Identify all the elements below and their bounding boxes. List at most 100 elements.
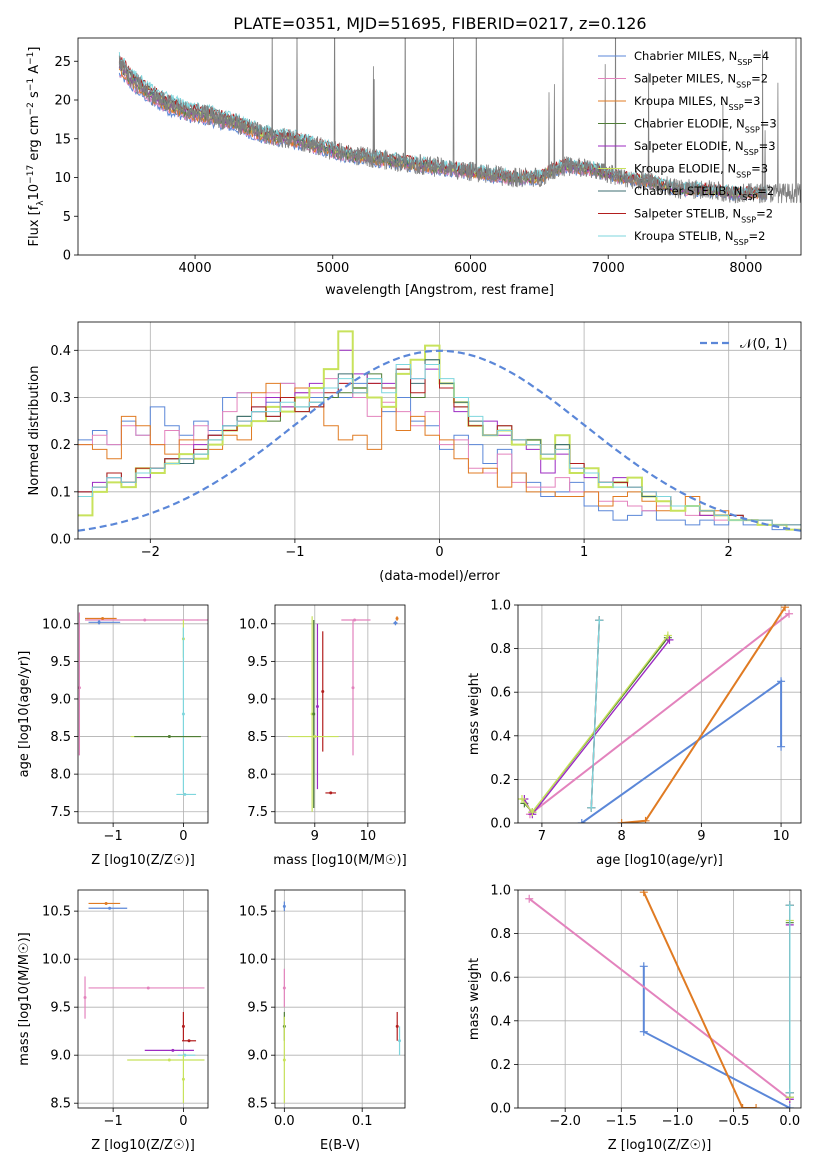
legend-model-name: Chabrier MILES, N [634,49,737,63]
legend-nssp: =3 [759,139,776,153]
weight-marker [595,616,604,625]
legend-nssp: =3 [744,94,761,108]
weight-marker [785,1088,794,1097]
x-tick-label: −0.5 [718,1114,750,1129]
histogram-series [78,382,801,526]
y-axis-label: mass [log10(M/M☉)] [17,932,32,1065]
error-bar [88,901,121,905]
y-tick-label: 0.1 [50,485,71,500]
normal-reference-curve [78,349,801,532]
legend: 𝒩(0, 1) [700,337,787,352]
data-point [183,792,187,796]
weight-series [525,609,794,819]
error-bar [144,1048,194,1052]
data-point [187,1039,191,1043]
x-axis-label: age [log10(age/yr)] [596,853,723,868]
legend-subscript: SSP [737,58,752,67]
weight-series [639,890,761,1108]
axes-spectrum: 4000 5000 6000 7000 8000 0 5 10 15 20 25 wavelength… [26,37,802,298]
y-tick-label: 0.2 [490,773,511,788]
x-tick-label: 4000 [179,261,212,276]
legend-subscript: SSP [734,238,749,247]
axes-frame [77,604,209,824]
axes-weight-vs-age: 7 8 9 10 0.0 0.2 0.4 0.6 0.8 1.0 age [log10(age/yr… [467,599,802,868]
plot-area [78,605,208,823]
error-bar [282,1016,286,1104]
x-tick-label: −1.5 [606,1114,638,1129]
y-tick-label: 25 [54,55,71,70]
error-bar [127,1058,205,1062]
weight-marker [785,609,794,618]
weight-marker [752,1104,761,1108]
label-part: age [log10(age/yr)] [596,853,723,868]
x-tick-label: 0 [179,1114,187,1129]
legend-nssp: =2 [751,72,768,86]
y-tick-label: 9.0 [247,692,268,707]
x-tick-label: 2 [725,545,733,560]
y-tick-label: 0.2 [490,1058,511,1073]
y-tick-label: 0.4 [50,344,71,359]
axes-frame [77,889,209,1109]
y-tick-label: 9.5 [50,655,71,670]
label-part: λ [36,200,46,206]
legend-nssp: =3 [751,162,768,176]
x-tick-label: −1 [104,829,123,844]
x-tick-label: 8000 [729,261,762,276]
error-bar [177,1053,196,1057]
legend-label: Kroupa STELIB, NSSP=2 [634,229,765,247]
error-bar [88,620,121,625]
label-part: wavelength [Angstrom, rest frame] [325,283,554,298]
x-tick-label: 8 [617,829,625,844]
data-point [101,617,105,621]
y-tick-label: 7.5 [50,805,71,820]
label-part: erg cm [27,115,42,164]
label-part: −1 [26,52,36,65]
x-axis-label: (data-model)/error [379,569,500,584]
label-part: age [log10(age/yr)] [17,651,32,778]
y-tick-label: 0.0 [50,533,71,548]
error-bar [321,631,325,752]
x-tick-label: 0 [179,829,187,844]
error-bar [181,1011,185,1041]
data-point [282,1058,286,1062]
x-tick-label: −1.0 [662,1114,694,1129]
weight-series [577,677,786,823]
y-tick-label: 10 [54,171,71,186]
legend-subscript: SSP [736,80,751,89]
weight-marker [639,1027,648,1036]
legend-nssp: =4 [752,49,769,63]
x-axis-label: Z [log10(Z/Z☉)] [91,1138,195,1153]
error-bar [393,620,398,626]
y-tick-label: 0.6 [490,686,511,701]
legend-label: Kroupa MILES, NSSP=3 [634,94,760,112]
y-tick-label: 10.0 [42,953,71,968]
histogram-series [78,382,801,531]
legend-label: Salpeter ELODIE, NSSP=3 [634,139,776,157]
error-bar [88,906,128,910]
weight-series [518,631,672,817]
x-tick-label: −2 [141,545,160,560]
error-bar [282,968,286,1008]
axes-frame [77,37,802,256]
y-tick-label: 1.0 [490,884,511,899]
axes-age-vs-mass: 9 10 7.5 8.0 8.5 9.0 9.5 10.0 mass [log10(M/M☉)] [239,604,407,868]
histogram-series [78,330,801,531]
axes-mass-vs-EBV: 0.0 0.1 8.5 9.0 9.5 10.0 10.5 E(B-V) [239,889,406,1153]
x-axis-label: E(B-V) [320,1138,360,1153]
y-tick-label: 8.0 [50,768,71,783]
legend-model-name: Salpeter STELIB, N [634,207,741,221]
weight-series [785,901,794,1097]
legend-subscript: SSP [745,125,760,134]
label-part: Normed distribution [27,366,42,496]
data-point [353,618,357,622]
weight-series [639,962,794,1108]
axes-frame [274,889,406,1109]
weight-marker [528,808,537,817]
error-bar [312,620,316,808]
x-tick-label: 0 [435,545,443,560]
data-point [181,1077,185,1081]
data-point [329,791,333,795]
error-bar [288,735,339,739]
y-tick-label: 10.0 [239,953,268,968]
